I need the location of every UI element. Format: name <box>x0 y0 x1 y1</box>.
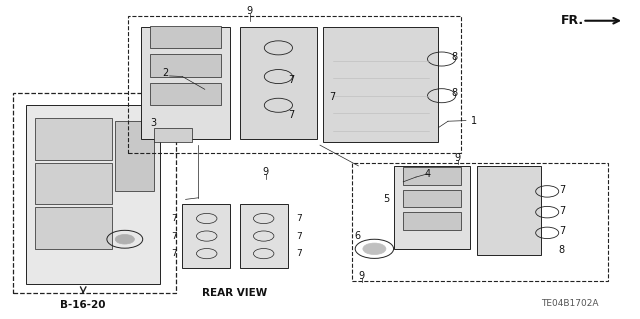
Bar <box>403 190 461 207</box>
Bar <box>115 121 154 191</box>
Bar <box>182 204 230 268</box>
Text: 9: 9 <box>454 153 461 163</box>
Bar <box>240 204 288 268</box>
Bar <box>403 212 461 230</box>
Text: 7: 7 <box>559 226 565 236</box>
Text: B-16-20: B-16-20 <box>60 300 106 310</box>
Text: 2: 2 <box>162 68 168 78</box>
Bar <box>323 27 438 142</box>
Text: 7: 7 <box>172 214 177 223</box>
Text: 8: 8 <box>559 245 565 256</box>
Text: 7: 7 <box>288 110 294 120</box>
Text: TE04B1702A: TE04B1702A <box>541 299 598 308</box>
Text: FR.: FR. <box>561 14 584 27</box>
Text: 5: 5 <box>383 194 389 204</box>
Bar <box>394 166 470 249</box>
Text: 7: 7 <box>172 232 177 241</box>
Text: 8: 8 <box>451 52 458 63</box>
Bar <box>141 27 230 139</box>
Text: 1: 1 <box>470 116 477 126</box>
Text: 7: 7 <box>297 249 302 258</box>
Bar <box>35 207 112 249</box>
Text: 6: 6 <box>354 231 360 241</box>
Bar <box>13 93 176 293</box>
Text: 8: 8 <box>451 87 458 98</box>
Text: 9: 9 <box>358 271 365 281</box>
Bar <box>150 83 221 105</box>
Bar <box>128 16 461 153</box>
Text: 9: 9 <box>246 6 253 16</box>
Text: 3: 3 <box>150 118 157 128</box>
Bar <box>154 128 192 142</box>
Bar <box>352 163 608 281</box>
Bar <box>26 105 160 284</box>
Text: REAR VIEW: REAR VIEW <box>202 288 268 299</box>
Text: 7: 7 <box>330 92 336 102</box>
Bar <box>150 26 221 48</box>
Bar <box>403 167 461 185</box>
Text: 7: 7 <box>172 249 177 258</box>
Circle shape <box>363 243 386 255</box>
Bar <box>35 163 112 204</box>
Bar <box>35 118 112 160</box>
Text: 7: 7 <box>559 185 565 195</box>
Text: 9: 9 <box>262 167 269 177</box>
Bar <box>150 54 221 77</box>
Circle shape <box>115 234 134 244</box>
Bar <box>240 27 317 139</box>
Bar <box>477 166 541 255</box>
Text: 7: 7 <box>559 205 565 216</box>
Text: 7: 7 <box>297 214 302 223</box>
Text: 7: 7 <box>288 75 294 85</box>
Text: 7: 7 <box>297 232 302 241</box>
Text: 4: 4 <box>424 169 431 179</box>
